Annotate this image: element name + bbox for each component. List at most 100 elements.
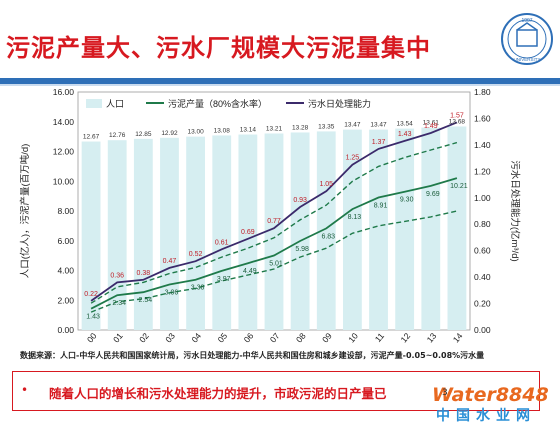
sludge-label: 6.83 — [321, 233, 335, 240]
capacity-label: 0.77 — [267, 218, 281, 225]
population-label: 12.85 — [135, 131, 152, 138]
sludge-label: 2.34 — [112, 300, 126, 307]
sludge-label: 3.38 — [191, 285, 205, 292]
population-bar — [212, 135, 232, 330]
sludge-label: 8.91 — [374, 202, 388, 209]
x-tick-label: 08 — [294, 331, 308, 345]
x-tick-label: 05 — [216, 331, 230, 345]
capacity-label: 1.57 — [450, 112, 464, 119]
x-tick-label: 14 — [451, 331, 465, 345]
legend-label-population: 人口 — [106, 99, 124, 109]
x-tick-label: 02 — [137, 331, 151, 345]
sludge-lower-band — [90, 210, 458, 313]
right-tick-label: 0.80 — [474, 219, 491, 229]
sludge-label: 4.49 — [243, 268, 257, 275]
sludge-label: 9.30 — [400, 197, 414, 204]
left-tick-label: 14.00 — [53, 117, 75, 127]
capacity-label: 1.43 — [398, 131, 412, 138]
population-label: 13.54 — [397, 121, 414, 128]
legend-swatch-population — [86, 99, 102, 108]
capacity-label: 0.61 — [215, 239, 229, 246]
population-label: 12.76 — [109, 132, 126, 139]
chart: 12.67 12.76 12.85 12.92 13.00 13.08 13.14 13.21… — [19, 87, 521, 345]
capacity-label: 0.22 — [84, 291, 98, 298]
x-tick-label: 10 — [346, 331, 360, 345]
conclusion-box: • 随着人口的增长和污水处理能力的提升，市政污泥的日产量已 — [12, 371, 540, 411]
population-label: 13.14 — [240, 127, 257, 134]
legend-label-capacity: 污水日处理能力 — [308, 98, 371, 109]
left-axis-label: 人口(亿人)，污泥产量(百万吨/d) — [19, 144, 31, 279]
capacity-label: 1.37 — [372, 139, 386, 146]
x-tick-label: 00 — [85, 331, 99, 345]
right-tick-label: 0.40 — [474, 272, 491, 282]
left-tick-label: 0.00 — [57, 325, 74, 335]
population-bar — [447, 126, 467, 330]
population-bar — [342, 129, 362, 330]
population-label: 13.61 — [423, 120, 440, 127]
population-label: 13.47 — [344, 122, 361, 129]
x-tick-label: 04 — [189, 331, 203, 345]
left-tick-label: 2.00 — [57, 295, 74, 305]
right-tick-label: 0.60 — [474, 246, 491, 256]
page-number: 3 — [442, 388, 448, 398]
sludge-label: 5.01 — [269, 260, 283, 267]
x-tick-label: 13 — [425, 331, 439, 345]
x-tick-label: 06 — [242, 331, 256, 345]
right-tick-label: 1.40 — [474, 140, 491, 150]
capacity-label: 0.47 — [163, 258, 177, 265]
right-axis-label: 污水日处理能力(亿m³/d) — [509, 160, 521, 261]
population-bar — [160, 137, 179, 330]
right-tick-label: 1.60 — [474, 113, 491, 123]
population-bar — [421, 127, 441, 331]
capacity-label: 1.25 — [346, 155, 360, 162]
source-note: 数据来源：人口-中华人民共和国国家统计局，污水日处理能力-中华人民共和国住房和城… — [20, 351, 485, 360]
left-tick-label: 12.00 — [53, 147, 75, 157]
x-tick-label: 01 — [111, 331, 125, 345]
legend-label-sludge: 污泥产量（80%含水率） — [168, 98, 267, 109]
sludge-line — [90, 177, 458, 310]
capacity-label: 1.49 — [424, 123, 438, 130]
right-tick-label: 0.00 — [474, 325, 491, 335]
population-label: 13.68 — [449, 119, 466, 126]
sludge-label: 5.98 — [295, 246, 309, 253]
population-bar — [290, 132, 310, 330]
x-tick-label: 03 — [163, 331, 177, 345]
sludge-label: 10.21 — [450, 183, 468, 190]
x-tick-label: 12 — [398, 331, 412, 345]
x-tick-label: 11 — [373, 331, 387, 344]
population-bar — [369, 129, 388, 330]
population-label: 13.00 — [187, 129, 204, 136]
population-label: 13.35 — [318, 123, 335, 130]
population-label: 12.92 — [161, 130, 178, 137]
population-bar — [316, 131, 336, 330]
left-tick-label: 16.00 — [53, 87, 75, 97]
capacity-label: 0.52 — [189, 251, 203, 258]
logo-text: UNIVERSITY — [513, 57, 540, 62]
title-divider — [0, 78, 560, 84]
conclusion-text: 随着人口的增长和污水处理能力的提升，市政污泥的日产量已 — [49, 386, 387, 401]
title-divider-light — [0, 84, 560, 86]
university-logo: 1907 UNIVERSITY — [501, 13, 553, 65]
population-bar — [238, 134, 258, 330]
logo-year: 1907 — [521, 18, 532, 24]
sludge-label: 2.54 — [139, 297, 153, 304]
left-tick-label: 8.00 — [57, 206, 74, 216]
sludge-label: 9.69 — [426, 191, 440, 198]
population-bar — [186, 136, 206, 330]
left-tick-label: 4.00 — [57, 266, 74, 276]
population-bar — [133, 138, 153, 330]
left-tick-label: 6.00 — [57, 236, 74, 246]
sludge-upper-band — [90, 141, 458, 304]
population-label: 13.28 — [292, 124, 309, 131]
population-bar — [264, 133, 284, 330]
sludge-label: 3.97 — [217, 276, 231, 283]
watermark-main: Water8848 — [432, 384, 549, 406]
population-label: 13.47 — [370, 122, 387, 129]
right-tick-label: 1.80 — [474, 87, 491, 97]
capacity-label: 1.05 — [319, 181, 333, 188]
sludge-label: 8.13 — [348, 214, 362, 221]
population-bar — [395, 128, 415, 330]
right-tick-label: 0.20 — [474, 299, 491, 309]
capacity-line — [90, 121, 458, 302]
conclusion-bullet: • — [21, 383, 29, 397]
